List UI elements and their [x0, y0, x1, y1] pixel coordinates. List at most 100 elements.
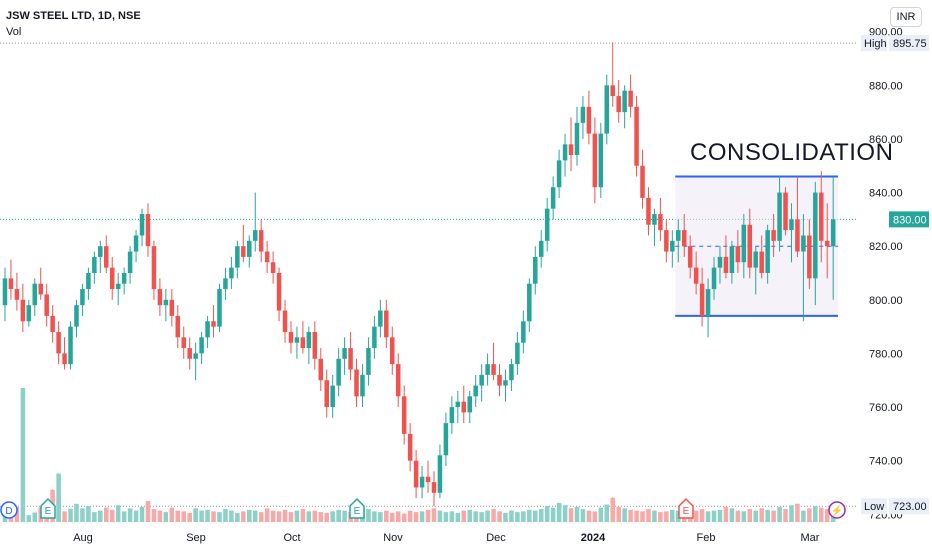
candle-body [151, 246, 157, 290]
candle-body [777, 192, 782, 241]
earnings-marker-icon[interactable]: E [40, 497, 56, 519]
candle-body [562, 144, 568, 161]
candle-body [104, 246, 109, 268]
volume-bar [252, 510, 258, 522]
volume-bar [318, 512, 324, 522]
volume-bar [288, 512, 294, 522]
candle-body [652, 214, 657, 225]
volume-bar [372, 511, 377, 522]
volume-bar [658, 512, 663, 522]
candle-body [628, 90, 633, 107]
candle-body [32, 283, 38, 306]
volume-bar [169, 507, 175, 522]
volume-bar [777, 506, 782, 522]
volume-bar [521, 511, 526, 522]
volume-bar [26, 515, 32, 522]
low-tag-label: Low [864, 501, 884, 513]
volume-bar [157, 510, 163, 522]
currency-button[interactable]: INR [890, 7, 922, 27]
candle-body [753, 251, 758, 268]
volume-bar [431, 508, 437, 522]
price-axis[interactable]: 720.00740.00760.00780.00800.00820.00840.… [869, 27, 903, 522]
candle-body [574, 122, 580, 156]
candle-body [372, 326, 377, 349]
candle-body [14, 289, 20, 300]
candle-body [830, 219, 836, 247]
candle-body [336, 358, 341, 386]
volume-bar [747, 509, 753, 522]
volume-bar [247, 509, 252, 522]
volume-bar [449, 511, 455, 522]
candle-body [157, 289, 163, 306]
candle-body [235, 246, 240, 268]
candle-body [538, 240, 544, 257]
volume-bar [699, 509, 705, 522]
volume-bar [163, 512, 169, 522]
candle-body [497, 374, 502, 386]
y-tick-label: 740.00 [869, 456, 903, 468]
dividend-marker-icon[interactable]: D [0, 501, 18, 519]
volume-bar [711, 510, 717, 522]
volume-bar [342, 510, 347, 522]
volume-bar [294, 510, 300, 522]
consolidation-annotation[interactable]: CONSOLIDATION [690, 139, 894, 166]
volume-bar [378, 512, 383, 522]
volume-bar [664, 511, 669, 522]
candle-body [80, 289, 85, 306]
candle-body [634, 106, 639, 166]
candle-body [664, 230, 669, 252]
volume-bar [783, 509, 788, 522]
candle-body [401, 396, 407, 434]
candle-body [622, 90, 627, 113]
flash-marker-icon[interactable]: ⚡ [828, 501, 846, 519]
volume-bar [80, 508, 85, 522]
volume-bar [32, 512, 38, 522]
candle-body [127, 251, 133, 273]
candle-body [169, 299, 175, 316]
volume-bar [485, 510, 490, 522]
volume-bar [193, 508, 198, 522]
volume-bar [390, 512, 395, 522]
volume-bar [598, 507, 604, 522]
candle-body [354, 369, 359, 397]
volume-bar [634, 510, 639, 522]
volume-bar [145, 501, 151, 522]
candle-body [56, 331, 61, 354]
volume-bar [205, 509, 210, 522]
candle-body [378, 310, 383, 327]
volume-bar [395, 511, 401, 522]
svg-text:⚡: ⚡ [831, 504, 843, 517]
candle-body [223, 278, 228, 290]
event-markers[interactable]: D E E E ⚡ [0, 497, 846, 519]
volume-bar [139, 506, 145, 522]
candle-body [693, 267, 699, 284]
candle-body [783, 192, 788, 231]
volume-bar [211, 511, 216, 522]
volume-bar [580, 509, 586, 522]
candle-body [443, 423, 449, 456]
earnings-marker-icon[interactable]: E [349, 497, 365, 519]
symbol-title[interactable]: JSW STEEL LTD, 1D, NSE [6, 10, 141, 22]
candle-body [807, 235, 812, 279]
time-axis[interactable]: Aug Sep Oct Nov Dec 2024 Feb Mar [73, 532, 820, 544]
volume-indicator-label[interactable]: Vol [6, 26, 22, 38]
volume-bar [735, 510, 741, 522]
candle-body [270, 262, 276, 273]
x-tick-label: Aug [73, 532, 93, 544]
volume-bar [68, 508, 73, 522]
volume-bar [538, 509, 544, 522]
candle-body [586, 106, 592, 134]
volume-bar [217, 512, 222, 522]
volume-bar [759, 508, 764, 522]
volume-bar [62, 511, 67, 522]
candle-body [282, 310, 288, 332]
volume-bar [527, 509, 532, 522]
volume-bar [729, 508, 735, 522]
earnings-marker-icon[interactable]: E [678, 497, 694, 519]
candle-body [384, 310, 389, 338]
volume-bar [574, 506, 580, 522]
candle-body [74, 305, 79, 327]
y-tick-label: 800.00 [869, 295, 903, 307]
